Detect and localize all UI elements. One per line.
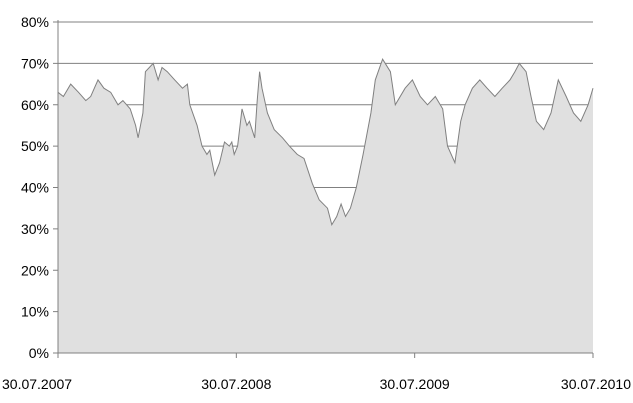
series-line [57, 58, 594, 226]
y-tick-label: 0% [29, 345, 49, 361]
y-tick-label: 60% [21, 97, 49, 113]
y-tick-labels: 0% 10% 20% 30% 40% 50% 60% 70% 80% [21, 14, 58, 361]
x-tick-label: 30.07.2007 [2, 376, 72, 392]
axes [57, 20, 593, 354]
x-tick-labels: 30.07.2007 30.07.2008 30.07.2009 30.07.2010 [2, 353, 631, 392]
y-tick-label: 40% [21, 180, 49, 196]
y-tick-label: 30% [21, 221, 49, 237]
y-tick-label: 10% [21, 304, 49, 320]
y-tick-label: 50% [21, 138, 49, 154]
x-tick-label: 30.07.2010 [561, 376, 631, 392]
y-tick-label: 80% [21, 14, 49, 30]
x-tick-label: 30.07.2008 [201, 376, 271, 392]
y-tick-label: 70% [21, 55, 49, 71]
x-tick-label: 30.07.2009 [380, 376, 450, 392]
y-tick-label: 20% [21, 262, 49, 278]
